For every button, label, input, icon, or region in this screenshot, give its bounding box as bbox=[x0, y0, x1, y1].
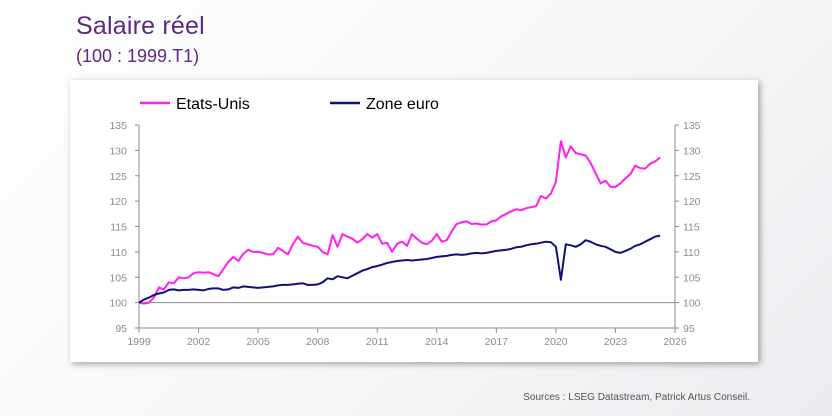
line-chart: 95 95 100 100 105 105 110 110 115 115 120 120 125 125… bbox=[109, 96, 700, 348]
source-note: Sources : LSEG Datastream, Patrick Artus… bbox=[523, 392, 750, 403]
y-tick-label-right: 135 bbox=[683, 120, 701, 132]
x-tick-label: 2017 bbox=[485, 336, 509, 348]
y-tick-label-right: 110 bbox=[683, 247, 700, 259]
chart-legend: Etats-Unis Zone euro bbox=[140, 96, 439, 113]
x-tick-label: 2026 bbox=[663, 336, 687, 348]
y-tick-label-left: 115 bbox=[110, 222, 127, 234]
y-tick-label-right: 100 bbox=[683, 298, 701, 310]
x-tick-label: 2020 bbox=[544, 336, 568, 348]
y-tick-label-left: 105 bbox=[109, 272, 127, 284]
y-tick-label-right: 105 bbox=[683, 272, 701, 284]
x-tick-label: 2011 bbox=[366, 336, 389, 348]
x-tick-label: 2005 bbox=[246, 336, 270, 348]
x-tick-label: 2002 bbox=[187, 336, 211, 348]
y-tick-label-left: 95 bbox=[115, 323, 127, 335]
y-tick-label-right: 115 bbox=[683, 222, 700, 234]
y-tick-label-left: 100 bbox=[109, 298, 127, 310]
x-tick-label: 2023 bbox=[604, 336, 628, 348]
y-tick-label-left: 130 bbox=[109, 145, 127, 157]
series-line-etats-unis bbox=[138, 140, 661, 305]
y-tick-label-left: 135 bbox=[109, 120, 127, 132]
legend-label-zone-euro: Zone euro bbox=[366, 96, 439, 113]
y-tick-label-right: 95 bbox=[683, 323, 695, 335]
x-tick-label: 2014 bbox=[425, 336, 449, 348]
x-tick-label: 2008 bbox=[306, 336, 330, 348]
y-tick-label-left: 120 bbox=[109, 196, 127, 208]
chart-title: Salaire réel bbox=[76, 12, 205, 40]
x-tick-label: 1999 bbox=[127, 336, 151, 348]
chart-panel: 95 95 100 100 105 105 110 110 115 115 120 120 125 125… bbox=[70, 80, 758, 362]
chart-lines bbox=[138, 140, 661, 305]
y-tick-label-right: 125 bbox=[683, 171, 701, 183]
legend-label-etats-unis: Etats-Unis bbox=[176, 96, 250, 113]
chart-axes: 95 95 100 100 105 105 110 110 115 115 120 120 125 125… bbox=[109, 120, 700, 348]
y-tick-label-left: 125 bbox=[109, 171, 127, 183]
y-tick-label-right: 130 bbox=[683, 145, 701, 157]
y-tick-label-left: 110 bbox=[110, 247, 127, 259]
chart-subtitle: (100 : 1999.T1) bbox=[76, 46, 200, 66]
series-line-zone-euro bbox=[138, 234, 661, 304]
y-tick-label-right: 120 bbox=[683, 196, 701, 208]
